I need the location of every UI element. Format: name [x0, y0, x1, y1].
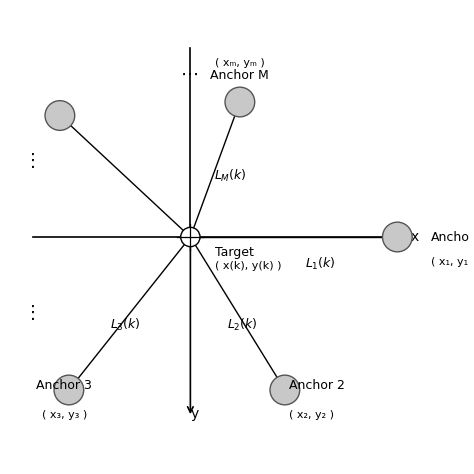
Text: Target: Target: [215, 246, 254, 259]
Text: ⋮: ⋮: [24, 152, 42, 170]
Text: $L_1(k)$: $L_1(k)$: [305, 256, 336, 272]
Text: $L_M(k)$: $L_M(k)$: [214, 168, 247, 184]
Text: Anchor 2: Anchor 2: [289, 379, 345, 392]
Circle shape: [225, 87, 255, 117]
Text: x: x: [411, 230, 419, 244]
Text: Anchor M: Anchor M: [210, 69, 269, 82]
Text: ( x₂, y₂ ): ( x₂, y₂ ): [289, 410, 334, 420]
Text: ( xₘ, yₘ ): ( xₘ, yₘ ): [215, 58, 265, 68]
Text: ( x₁, y₁: ( x₁, y₁: [431, 257, 468, 267]
Text: ⋯: ⋯: [182, 66, 200, 84]
Circle shape: [383, 222, 412, 252]
Text: Ancho: Ancho: [431, 231, 470, 244]
Circle shape: [181, 228, 200, 246]
Text: Anchor 3: Anchor 3: [36, 379, 92, 392]
Text: ⋮: ⋮: [24, 304, 42, 322]
Circle shape: [270, 375, 300, 405]
Text: y: y: [191, 408, 199, 421]
Text: $L_2(k)$: $L_2(k)$: [227, 317, 257, 333]
Circle shape: [45, 100, 75, 130]
Text: $L_3(k)$: $L_3(k)$: [109, 317, 140, 333]
Circle shape: [54, 375, 84, 405]
Text: ( x₃, y₃ ): ( x₃, y₃ ): [42, 410, 87, 420]
Text: ( x(k), y(k) ): ( x(k), y(k) ): [215, 261, 282, 271]
